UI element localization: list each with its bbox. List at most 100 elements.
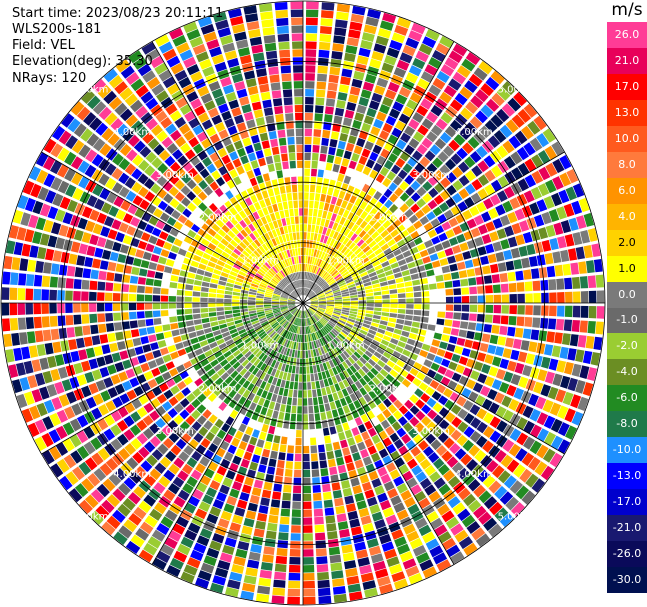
range-gate	[290, 316, 295, 323]
range-gate	[268, 340, 275, 348]
range-gate	[334, 308, 342, 312]
range-gate	[319, 260, 325, 268]
range-gate	[413, 237, 423, 246]
range-gate	[492, 241, 502, 252]
range-gate	[508, 443, 521, 457]
range-gate	[298, 272, 301, 280]
range-gate	[410, 180, 421, 191]
range-gate	[99, 188, 111, 200]
range-gate	[338, 381, 346, 390]
range-gate	[322, 271, 328, 279]
range-gate	[262, 277, 270, 283]
range-gate	[264, 294, 272, 298]
range-gate	[264, 326, 272, 333]
range-gate	[283, 289, 291, 295]
range-gate	[225, 91, 237, 102]
range-gate	[137, 63, 152, 77]
range-gate	[424, 464, 436, 477]
range-gate	[290, 9, 303, 18]
range-gate	[65, 290, 73, 301]
range-gate	[278, 235, 284, 244]
range-gate	[502, 348, 512, 359]
range-ring-label: 4.00km	[455, 469, 493, 480]
range-gate	[383, 398, 392, 408]
range-gate	[1, 287, 10, 300]
range-gate	[162, 324, 171, 332]
range-gate	[317, 309, 325, 314]
range-gate	[239, 96, 250, 106]
range-gate	[93, 346, 103, 357]
range-gate	[223, 451, 234, 462]
range-gate	[183, 564, 198, 576]
range-gate	[412, 315, 421, 322]
range-gate	[104, 292, 113, 301]
range-gate	[415, 471, 427, 483]
range-gate	[173, 335, 182, 344]
range-gate	[84, 411, 96, 424]
range-gate	[510, 349, 520, 361]
range-gate	[260, 497, 270, 507]
range-gate	[263, 373, 270, 382]
range-gate	[439, 91, 453, 104]
range-gate	[191, 421, 202, 432]
range-gate	[172, 523, 186, 535]
range-gate	[455, 213, 466, 224]
range-gate	[272, 203, 279, 212]
range-gate	[285, 217, 291, 226]
range-gate	[563, 319, 573, 332]
range-gate	[265, 289, 274, 293]
range-gate	[445, 296, 454, 303]
range-gate	[232, 361, 241, 370]
range-gate	[239, 241, 247, 250]
range-gate	[272, 98, 283, 107]
range-gate	[378, 195, 388, 205]
range-gate	[152, 295, 161, 302]
range-gate	[289, 232, 294, 241]
range-gate	[186, 278, 195, 285]
range-gate	[367, 267, 376, 274]
range-gate	[263, 346, 270, 354]
range-gate	[322, 316, 329, 322]
range-gate	[541, 292, 549, 303]
range-gate	[260, 216, 268, 225]
range-gate	[78, 243, 89, 255]
range-gate	[408, 138, 420, 149]
range-gate	[305, 25, 318, 34]
range-gate	[288, 299, 296, 302]
range-gate	[480, 83, 494, 97]
range-gate	[373, 311, 382, 316]
range-gate	[386, 47, 400, 59]
range-gate	[142, 415, 154, 426]
range-gate	[216, 307, 224, 312]
range-gate	[281, 294, 289, 298]
range-gate	[252, 322, 261, 328]
range-gate	[333, 311, 341, 316]
range-gate	[552, 176, 564, 190]
range-gate	[47, 206, 59, 220]
range-gate	[101, 499, 115, 514]
range-gate	[485, 221, 496, 232]
range-gate	[258, 342, 266, 350]
range-gate	[418, 43, 433, 56]
range-gate	[242, 283, 251, 288]
range-gate	[162, 76, 176, 89]
range-gate	[273, 291, 281, 296]
range-gate	[348, 266, 356, 273]
range-gate	[345, 239, 353, 248]
range-gate	[241, 314, 250, 319]
range-gate	[225, 416, 235, 426]
range-gate	[317, 579, 330, 589]
range-gate	[330, 562, 343, 572]
range-gate	[294, 453, 302, 462]
range-gate	[308, 326, 311, 334]
range-gate	[478, 224, 488, 235]
range-gate	[313, 265, 317, 274]
range-gate	[290, 1, 303, 10]
range-gate	[504, 225, 515, 237]
range-gate	[232, 299, 240, 303]
range-gate	[176, 303, 184, 309]
range-gate	[319, 380, 325, 388]
range-gate	[533, 241, 544, 254]
range-gate	[475, 110, 488, 124]
range-gate	[163, 331, 173, 339]
